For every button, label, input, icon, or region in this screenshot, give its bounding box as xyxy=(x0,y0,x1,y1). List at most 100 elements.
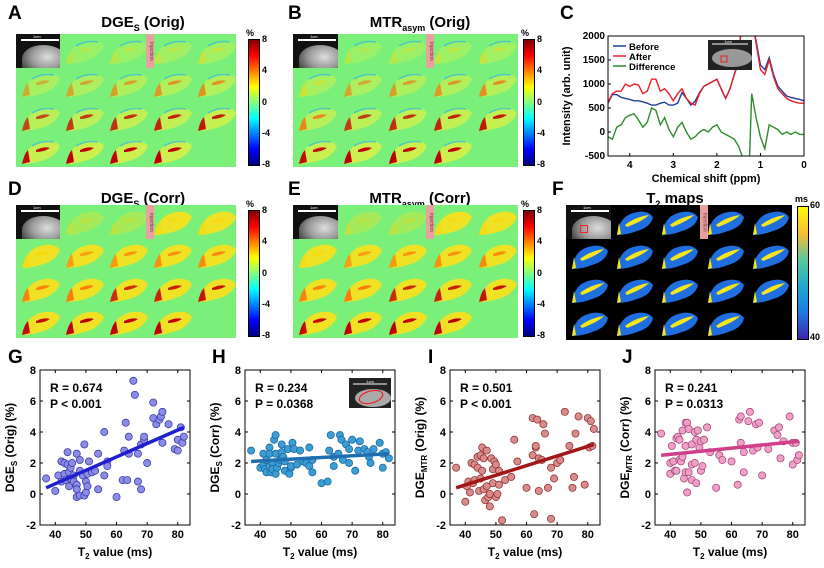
scatter-point xyxy=(547,463,555,472)
scatter-point xyxy=(308,468,317,477)
y-tick-label: 6 xyxy=(440,396,446,408)
inset-tissue xyxy=(355,389,391,407)
scatter-point xyxy=(550,474,559,483)
y-tick-label: -500 xyxy=(585,151,605,162)
map-frame xyxy=(342,207,394,240)
colorbar-unit: ms xyxy=(795,194,809,204)
injection-marker: Injection xyxy=(146,205,154,239)
correlation-r: R = 0.674 xyxy=(50,381,103,395)
panel-label-j: J xyxy=(622,347,633,368)
scatter-point xyxy=(121,418,130,427)
scatter-point xyxy=(305,443,314,452)
map-frame xyxy=(660,241,712,274)
map-frame xyxy=(387,69,439,102)
y-tick-label: 0 xyxy=(645,489,651,501)
colorbar-tick: -4 xyxy=(262,298,271,309)
scatter-point xyxy=(736,412,745,421)
colorbar-b xyxy=(523,39,535,166)
map-frame xyxy=(432,69,484,102)
colorbar-tick: 0 xyxy=(262,96,268,107)
scatter-point xyxy=(586,417,595,426)
scatter-point xyxy=(745,407,754,416)
correlation-r: R = 0.234 xyxy=(255,381,308,395)
panel-label-d: D xyxy=(8,179,22,200)
map-frame xyxy=(387,136,439,167)
legend-entry: Difference xyxy=(629,62,675,73)
x-tick-label: 70 xyxy=(551,529,563,541)
map-frame xyxy=(432,207,484,240)
y-tick-label: 1500 xyxy=(583,55,606,66)
correlation-p: P < 0.001 xyxy=(50,397,102,411)
mtr-corr-map-grid: 1cm Injection xyxy=(293,205,518,338)
panel-title-b: MTRasym (Orig) xyxy=(369,14,471,33)
map-frame xyxy=(477,103,518,136)
y-tick-label: -2 xyxy=(231,520,241,532)
map-frame xyxy=(20,103,72,136)
y-tick-label: 8 xyxy=(235,365,241,377)
scale-label: 1cm xyxy=(724,39,732,44)
scatter-point xyxy=(683,488,692,497)
anatomical-inset: 1cm xyxy=(293,34,338,68)
scatter-point xyxy=(375,438,384,447)
scatter-point xyxy=(100,471,109,480)
x-tick-label: 3 xyxy=(671,160,677,171)
plot-frame xyxy=(607,35,805,157)
map-frame xyxy=(297,136,349,167)
scatter-point xyxy=(794,451,803,460)
map-frame xyxy=(20,274,72,307)
colorbar-tick: -8 xyxy=(262,330,271,340)
scale-bar xyxy=(571,210,609,212)
map-frame xyxy=(615,207,667,240)
scatter-point xyxy=(718,455,727,464)
x-tick-label: 60 xyxy=(315,529,327,541)
scatter-point xyxy=(465,488,474,497)
correlation-p: P = 0.0368 xyxy=(255,397,313,411)
colorbar-tick: 8 xyxy=(262,205,268,215)
panel-label-e: E xyxy=(288,179,301,200)
map-frame xyxy=(342,240,394,273)
scatter-point xyxy=(501,476,510,485)
scatter-point xyxy=(130,390,139,399)
scale-label: 1cm xyxy=(33,205,41,210)
scatter-point xyxy=(498,516,506,525)
map-frame xyxy=(342,136,394,167)
scatter-point xyxy=(482,446,491,455)
scatter-point xyxy=(83,482,92,491)
y-tick-label: -2 xyxy=(436,520,446,532)
scatter-point xyxy=(94,485,103,494)
scatter-point xyxy=(337,435,346,444)
y-axis-label: Intensity (arb. unit) xyxy=(561,46,573,145)
map-frame xyxy=(706,275,758,308)
x-axis-label: T2 value (ms) xyxy=(693,545,768,561)
map-frame xyxy=(660,207,712,240)
scatter-point xyxy=(305,462,314,471)
scatter-point xyxy=(785,412,794,421)
scatter-point xyxy=(143,459,152,467)
scatter-point xyxy=(369,445,378,454)
scatter-point xyxy=(325,446,334,455)
scatter-point xyxy=(495,480,503,489)
y-tick-label: 500 xyxy=(588,103,605,114)
y-tick-label: 0 xyxy=(599,127,605,138)
scatter-point xyxy=(247,446,256,455)
map-frame xyxy=(64,207,116,240)
scatter-chart-i: 40 50 60 70 80 -2 0 2 4 6 8 R = 0.501 P < 0.001 T2 va… xyxy=(413,365,601,561)
map-frame xyxy=(432,136,484,167)
scatter-point xyxy=(775,423,783,432)
map-frame xyxy=(108,36,160,69)
map-frame xyxy=(108,136,160,167)
y-tick-label: 4 xyxy=(440,427,447,439)
colorbar-tick: 4 xyxy=(537,65,543,76)
scatter-point xyxy=(522,483,531,492)
panel-label-b: B xyxy=(288,3,302,24)
map-frame xyxy=(342,103,394,136)
scatter-point xyxy=(693,426,702,435)
anatomical-inset: 1cm xyxy=(293,205,338,239)
anatomical-inset: 1cm xyxy=(566,205,612,239)
scatter-point xyxy=(493,490,502,498)
panel-title-f: T2 maps xyxy=(646,190,704,209)
x-tick-label: 1 xyxy=(758,160,764,171)
map-frame xyxy=(660,275,712,308)
panel-title-e: MTRasym (Corr) xyxy=(369,190,471,209)
scatter-point xyxy=(544,483,552,492)
